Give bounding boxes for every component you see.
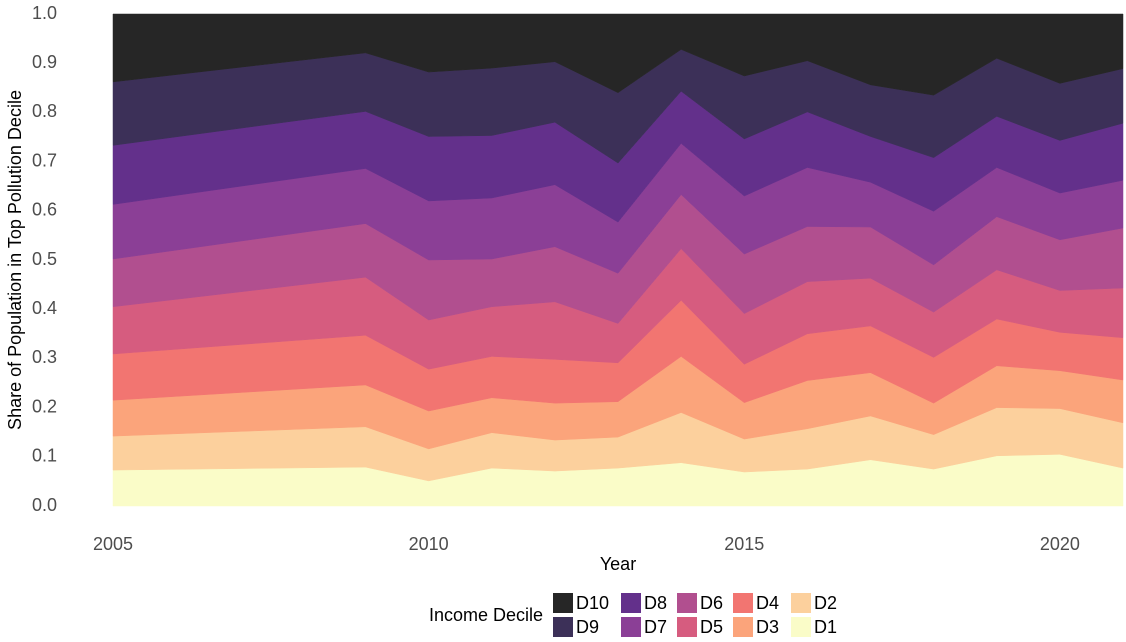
legend-swatch [621,617,641,637]
y-tick-label: 0.6 [32,200,57,220]
legend-swatch [677,617,697,637]
area [112,13,1124,96]
y-tick-label: 0.5 [32,249,57,269]
y-tick-label: 0.7 [32,150,57,170]
legend-swatch [677,593,697,613]
legend-label: D9 [576,617,599,637]
legend-swatch [621,593,641,613]
legend-swatch [553,593,573,613]
legend-label: D3 [756,617,779,637]
y-tick-label: 0.9 [32,52,57,72]
x-axis-title: Year [600,554,636,574]
y-tick-label: 0.2 [32,396,57,416]
x-tick-label: 2010 [409,534,449,554]
legend-label: D2 [814,593,837,613]
x-tick-label: 2020 [1040,534,1080,554]
y-axis-title: Share of Population in Top Pollution Dec… [5,90,25,430]
legend-label: D4 [756,593,779,613]
legend-label: D5 [700,617,723,637]
legend-swatch [791,593,811,613]
legend-label: D1 [814,617,837,637]
y-tick-label: 0.3 [32,347,57,367]
legend-label: D7 [644,617,667,637]
y-tick-label: 0.4 [32,298,57,318]
legend-label: D8 [644,593,667,613]
y-tick-label: 0.1 [32,446,57,466]
y-tick-label: 0.8 [32,101,57,121]
legend-title: Income Decile [429,605,543,625]
legend-label: D6 [700,593,723,613]
legend-swatch [553,617,573,637]
legend-swatch [733,593,753,613]
x-tick-label: 2005 [93,534,133,554]
y-tick-label: 0.0 [32,495,57,515]
legend-swatch [733,617,753,637]
y-tick-label: 1.0 [32,3,57,23]
legend-label: D10 [576,593,609,613]
x-tick-label: 2015 [724,534,764,554]
legend-swatch [791,617,811,637]
